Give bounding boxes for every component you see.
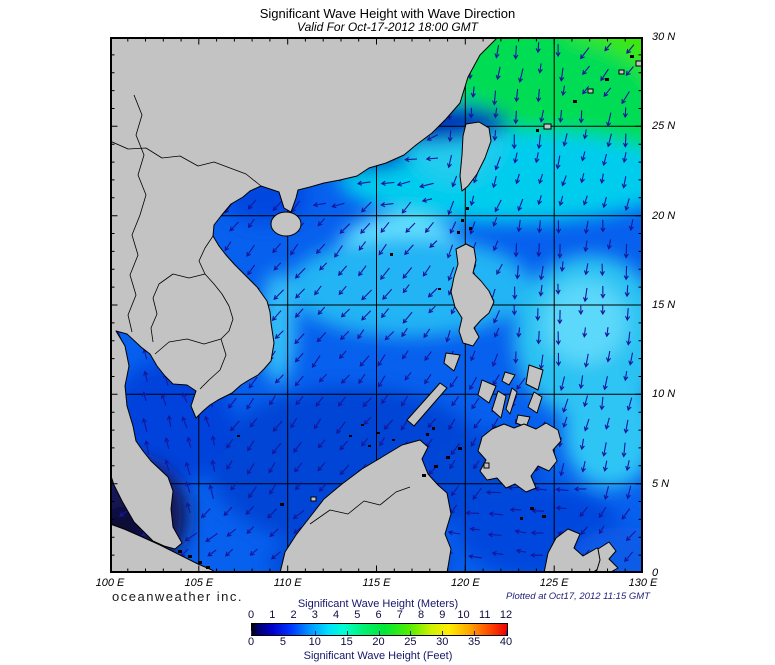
legend-feet-value: 20 — [372, 636, 385, 648]
legend-feet-value: 5 — [279, 636, 286, 648]
legend-feet-tickmark — [506, 631, 507, 635]
latitude-label: 30 N — [652, 31, 676, 43]
legend-meter-value: 4 — [332, 609, 340, 621]
latitude-label: 15 N — [652, 298, 676, 311]
legend-feet-tickmark — [282, 631, 284, 635]
legend-meter-value: 12 — [499, 609, 513, 621]
latitude-label: 20 N — [652, 209, 676, 222]
legend-feet-tickmark — [378, 631, 380, 635]
legend-meter-value: 8 — [417, 609, 425, 621]
longitude-label: 100 E — [95, 577, 125, 589]
legend-feet-value: 40 — [499, 636, 513, 648]
frame-ticks — [110, 37, 643, 573]
longitude-label: 125 E — [539, 577, 569, 589]
legend-feet-value: 10 — [308, 636, 321, 648]
longitude-label: 130 E — [628, 577, 658, 589]
map-canvas — [110, 37, 643, 573]
legend-meter-value: 1 — [269, 609, 276, 621]
legend-feet-tickmark — [442, 631, 444, 635]
legend-title-feet: Significant Wave Height (Feet) — [303, 650, 453, 662]
legend-feet-tickmark — [474, 631, 476, 635]
latitude-label: 5 N — [652, 477, 670, 490]
oceanweather-branding: oceanweather inc. — [112, 589, 244, 604]
legend-feet-value: 30 — [436, 636, 449, 648]
latitude-label: 25 N — [652, 120, 676, 133]
legend-meter-value: 5 — [354, 609, 361, 621]
legend-title-meters: Significant Wave Height (Meters) — [297, 598, 459, 610]
legend-meter-value: 3 — [311, 609, 318, 621]
legend-feet-value: 25 — [404, 636, 417, 648]
legend-meter-value: 11 — [479, 609, 491, 621]
country-borders — [110, 94, 411, 525]
legend-meter-value: 7 — [396, 609, 403, 621]
legend-feet-tickmark — [410, 631, 412, 635]
legend-feet-value: 15 — [340, 636, 353, 648]
legend-feet-value: 35 — [468, 636, 481, 648]
map-frame — [110, 37, 643, 573]
legend-meter-value: 10 — [457, 609, 470, 621]
legend-feet-value: 0 — [247, 636, 255, 648]
landmass-layer — [110, 37, 619, 573]
legend-feet-tickmark — [346, 631, 348, 635]
legend-meter-value: 2 — [290, 609, 297, 621]
plotted-timestamp: Plotted at Oct17, 2012 11:15 GMT — [506, 591, 650, 602]
legend-feet-tickmark — [314, 631, 316, 635]
longitude-label: 105 E — [184, 577, 214, 589]
wave-map-svg — [110, 37, 643, 573]
latitude-label: 0 — [652, 566, 659, 579]
island-specks — [178, 55, 643, 569]
legend-meter-value: 6 — [375, 609, 382, 621]
page-title: Significant Wave Height with Wave Direct… — [259, 6, 516, 21]
legend-colorbar — [251, 623, 508, 636]
longitude-label: 110 E — [273, 577, 302, 589]
legend-feet-tickmark — [251, 631, 252, 635]
valid-time-subtitle: Valid For Oct-17-2012 18:00 GMT — [297, 20, 478, 34]
legend-meter-value: 0 — [247, 609, 255, 621]
longitude-label: 115 E — [362, 577, 391, 589]
longitude-label: 120 E — [450, 577, 480, 589]
legend-meter-value: 9 — [439, 609, 446, 621]
latitude-label: 10 N — [652, 388, 676, 401]
